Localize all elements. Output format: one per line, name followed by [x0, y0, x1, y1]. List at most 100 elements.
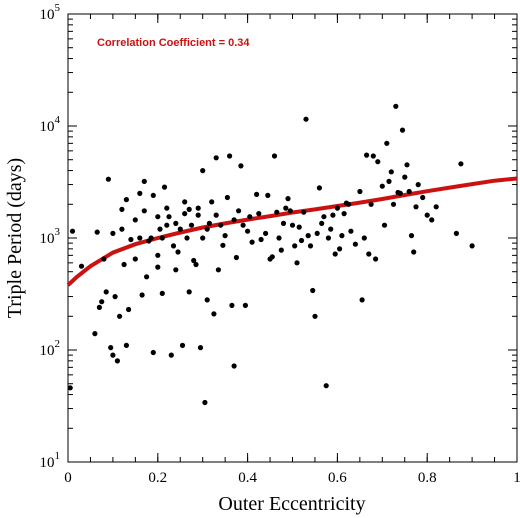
data-point: [144, 274, 150, 280]
data-point: [215, 267, 221, 273]
data-point: [202, 399, 208, 406]
data-point: [148, 235, 154, 241]
data-point: [155, 264, 161, 270]
data-point: [114, 358, 120, 364]
data-point: [179, 342, 186, 348]
data-point: [258, 236, 264, 243]
data-point: [429, 217, 435, 223]
data-point: [150, 349, 156, 356]
x-tick-label: 1: [513, 470, 520, 486]
data-point: [105, 176, 111, 182]
plot-frame: [67, 13, 518, 463]
y-tick-label: 102: [40, 338, 61, 359]
data-point: [384, 140, 390, 146]
data-point: [393, 103, 399, 109]
data-point: [123, 342, 129, 348]
data-point: [397, 190, 403, 196]
data-point: [177, 226, 183, 232]
data-point: [359, 297, 365, 303]
data-point: [94, 229, 100, 235]
data-point: [370, 153, 376, 159]
data-point: [182, 199, 188, 205]
data-point: [103, 289, 109, 295]
data-point: [139, 292, 145, 298]
data-point: [128, 236, 134, 243]
data-point: [271, 153, 278, 159]
data-point: [218, 222, 224, 228]
data-point: [195, 205, 201, 211]
data-point: [110, 230, 116, 236]
data-point: [323, 383, 329, 389]
data-point: [388, 169, 394, 175]
data-point: [186, 206, 192, 212]
data-point: [141, 178, 147, 184]
data-point: [112, 294, 118, 300]
data-point: [161, 184, 168, 190]
data-point: [209, 199, 215, 205]
data-point: [166, 214, 172, 220]
data-point: [197, 345, 204, 351]
data-point: [204, 297, 210, 303]
data-point: [211, 311, 217, 317]
data-point: [121, 261, 127, 268]
data-point: [195, 212, 201, 218]
data-point: [314, 230, 320, 236]
data-point: [390, 201, 397, 207]
data-point: [231, 217, 237, 223]
data-point: [364, 152, 370, 158]
data-point: [204, 226, 210, 232]
data-point: [328, 226, 334, 232]
data-point: [101, 256, 107, 262]
data-point: [278, 247, 284, 253]
data-point: [312, 313, 318, 319]
data-point: [386, 178, 392, 184]
data-point: [325, 235, 331, 241]
data-point: [379, 183, 385, 189]
data-point: [321, 214, 327, 220]
axis-ticks: [67, 13, 518, 463]
data-point: [108, 345, 114, 351]
data-point: [433, 204, 439, 210]
x-tick-label: 0.4: [238, 470, 257, 486]
axis-tick-labels: 0 0.2 0.4 0.6 0.8 1 101 102 103 104 105: [40, 2, 520, 486]
data-point: [420, 194, 426, 201]
data-point: [352, 241, 358, 247]
data-point: [182, 211, 188, 217]
data-point: [222, 233, 228, 239]
data-point: [119, 206, 125, 212]
data-point: [157, 226, 163, 232]
y-tick-label: 105: [40, 2, 61, 23]
data-point: [316, 185, 322, 191]
data-point: [132, 217, 138, 223]
data-point: [78, 263, 85, 269]
data-point: [238, 163, 244, 169]
data-point: [276, 235, 282, 241]
data-point: [69, 228, 76, 234]
data-point: [305, 233, 311, 239]
data-point: [411, 249, 417, 255]
x-tick-label: 0.8: [418, 470, 437, 486]
data-point: [348, 228, 354, 234]
data-point: [361, 235, 367, 241]
data-point: [263, 230, 269, 236]
data-point: [159, 235, 165, 241]
data-point: [224, 194, 230, 201]
data-point: [240, 222, 246, 228]
data-point: [285, 196, 291, 202]
data-point: [298, 237, 305, 244]
data-point: [301, 209, 307, 215]
data-point: [408, 233, 415, 239]
data-point: [173, 267, 179, 273]
data-point: [399, 127, 406, 133]
data-point: [337, 246, 343, 252]
data-point: [170, 243, 177, 249]
x-axis-title: Outer Eccentricity: [218, 493, 365, 515]
data-point: [265, 192, 271, 198]
data-point: [159, 290, 165, 296]
y-axis-title: Triple Period (days): [4, 158, 26, 318]
y-tick-label: 104: [40, 114, 61, 135]
data-point: [67, 385, 73, 391]
data-point: [231, 363, 237, 369]
data-point: [184, 235, 190, 241]
